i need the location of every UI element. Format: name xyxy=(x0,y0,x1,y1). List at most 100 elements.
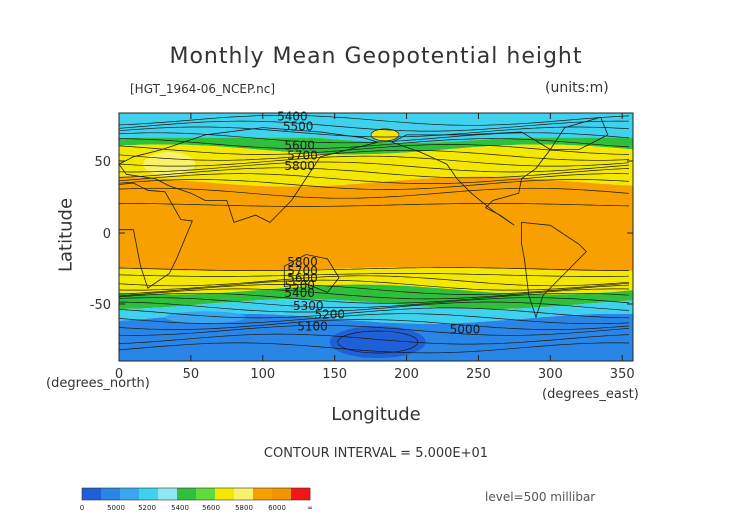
colorbar-swatch-0 xyxy=(82,488,102,500)
colorbar-label-7: ∞ xyxy=(307,504,313,512)
band-3 xyxy=(119,176,633,272)
high-pressure-blob xyxy=(370,128,399,141)
contour-line-19 xyxy=(119,288,630,300)
contour-line-20 xyxy=(119,292,630,304)
colorbar-swatch-5 xyxy=(177,488,197,500)
y-tick-label-1: 0 xyxy=(103,227,111,242)
colorbar: 0 5000 5200 5400 5600 5800 6000 ∞ xyxy=(80,487,313,512)
contour-line-24 xyxy=(119,313,630,325)
contour-label-3: 5700 xyxy=(287,149,318,163)
contour-line-5 xyxy=(119,144,630,155)
colorbar-swatch-8 xyxy=(234,488,254,500)
level-label: level=500 millibar xyxy=(485,490,596,504)
coastline-4 xyxy=(521,221,587,319)
coastline-0 xyxy=(119,182,193,289)
contour-line-21 xyxy=(119,297,630,308)
coastlines xyxy=(119,116,609,319)
contour-line-13 xyxy=(119,203,630,207)
contour-interval: CONTOUR INTERVAL = 5.000E+01 xyxy=(263,446,489,461)
colorbar-label-4: 5600 xyxy=(202,504,220,512)
y-tick-label-2: -50 xyxy=(90,298,111,313)
contour-line-6 xyxy=(119,149,630,161)
coastline-5 xyxy=(549,116,609,150)
colorbar-label-0: 0 xyxy=(80,504,84,512)
contour-ring-low xyxy=(337,330,419,354)
xlabel-unit: (degrees_east) xyxy=(542,387,639,402)
contour-label-11: 5200 xyxy=(315,308,346,322)
contour-line-11 xyxy=(119,179,630,190)
colorbar-swatch-9 xyxy=(253,488,273,500)
contour-label-12: 5100 xyxy=(297,319,328,333)
x-axis-label: Longitude xyxy=(331,404,421,425)
contour-line-9 xyxy=(119,167,630,179)
contour-line-0 xyxy=(119,114,630,126)
contour-line-10 xyxy=(119,173,630,184)
contour-label-13: 5000 xyxy=(450,322,481,336)
plot-frame xyxy=(118,112,634,362)
x-tick-label-1: 50 xyxy=(183,367,200,382)
ylabel-unit: (degrees_north) xyxy=(46,376,150,391)
colorbar-swatch-7 xyxy=(215,488,235,500)
contour-label-1: 5500 xyxy=(283,120,314,134)
contour-label-10: 5300 xyxy=(293,299,324,313)
x-tick-label-3: 150 xyxy=(322,367,347,382)
contour-label-5: 5800 xyxy=(287,255,318,269)
colorbar-label-3: 5400 xyxy=(171,504,189,512)
chart-title: Monthly Mean Geopotential height xyxy=(169,44,583,69)
contour-label-9: 5400 xyxy=(284,286,315,300)
axis-ticks: 0 50 100 150 200 250 300 350 50 0 -50 xyxy=(90,113,635,382)
y-axis-label: Latitude xyxy=(55,197,77,273)
x-tick-label-5: 250 xyxy=(466,367,491,382)
coastline-3 xyxy=(391,131,551,226)
colorbar-swatch-2 xyxy=(120,488,140,500)
y-tick-label-0: 50 xyxy=(94,155,111,170)
colorbar-label-1: 5000 xyxy=(107,504,125,512)
colorbar-label-6: 6000 xyxy=(268,504,286,512)
coastline-2 xyxy=(283,254,340,293)
band-6 xyxy=(119,299,633,324)
contour-line-1 xyxy=(119,120,630,132)
contour-label-7: 5600 xyxy=(287,271,318,285)
contour-line-12 xyxy=(119,187,630,199)
colorbar-swatch-4 xyxy=(158,488,178,500)
colorbar-swatch-6 xyxy=(196,488,216,500)
contour-line-2 xyxy=(119,126,630,138)
band-2 xyxy=(119,144,633,187)
contour-line-4 xyxy=(119,138,630,149)
contour-line-15 xyxy=(119,273,630,277)
contour-line-25 xyxy=(119,319,630,330)
colorbar-swatch-10 xyxy=(272,488,292,500)
colorbar-label-5: 5800 xyxy=(235,504,253,512)
contour-label-4: 5800 xyxy=(284,159,315,173)
colorbar-frame xyxy=(81,487,311,501)
x-tick-label-2: 100 xyxy=(250,367,275,382)
contour-line-7 xyxy=(119,155,630,167)
colorbar-swatch-11 xyxy=(291,488,311,500)
contour-label-2: 5600 xyxy=(284,138,315,152)
contour-line-26 xyxy=(119,325,630,336)
colorbar-swatch-3 xyxy=(139,488,159,500)
low-pressure-blob xyxy=(329,326,426,359)
contour-line-3 xyxy=(119,132,630,144)
contour-ring-high xyxy=(370,128,400,142)
contour-line-23 xyxy=(119,307,630,319)
contour-line-18 xyxy=(119,284,630,295)
contour-line-22 xyxy=(119,301,630,313)
contour-lines xyxy=(119,114,630,354)
coastline-1 xyxy=(119,127,380,223)
colorbar-label-2: 5200 xyxy=(138,504,156,512)
contour-line-27 xyxy=(119,333,630,345)
band-1 xyxy=(119,132,633,155)
contour-line-16 xyxy=(119,275,630,287)
contour-blobs xyxy=(119,113,633,359)
contour-line-8 xyxy=(119,161,630,173)
colorbar-swatch-1 xyxy=(101,488,121,500)
units-label: (units:m) xyxy=(545,80,609,96)
band-4 xyxy=(119,267,633,295)
contour-label-8: 5500 xyxy=(284,279,315,293)
x-tick-label-0: 0 xyxy=(115,367,123,382)
file-label: [HGT_1964-06_NCEP.nc] xyxy=(130,82,276,96)
x-tick-label-7: 350 xyxy=(610,367,635,382)
